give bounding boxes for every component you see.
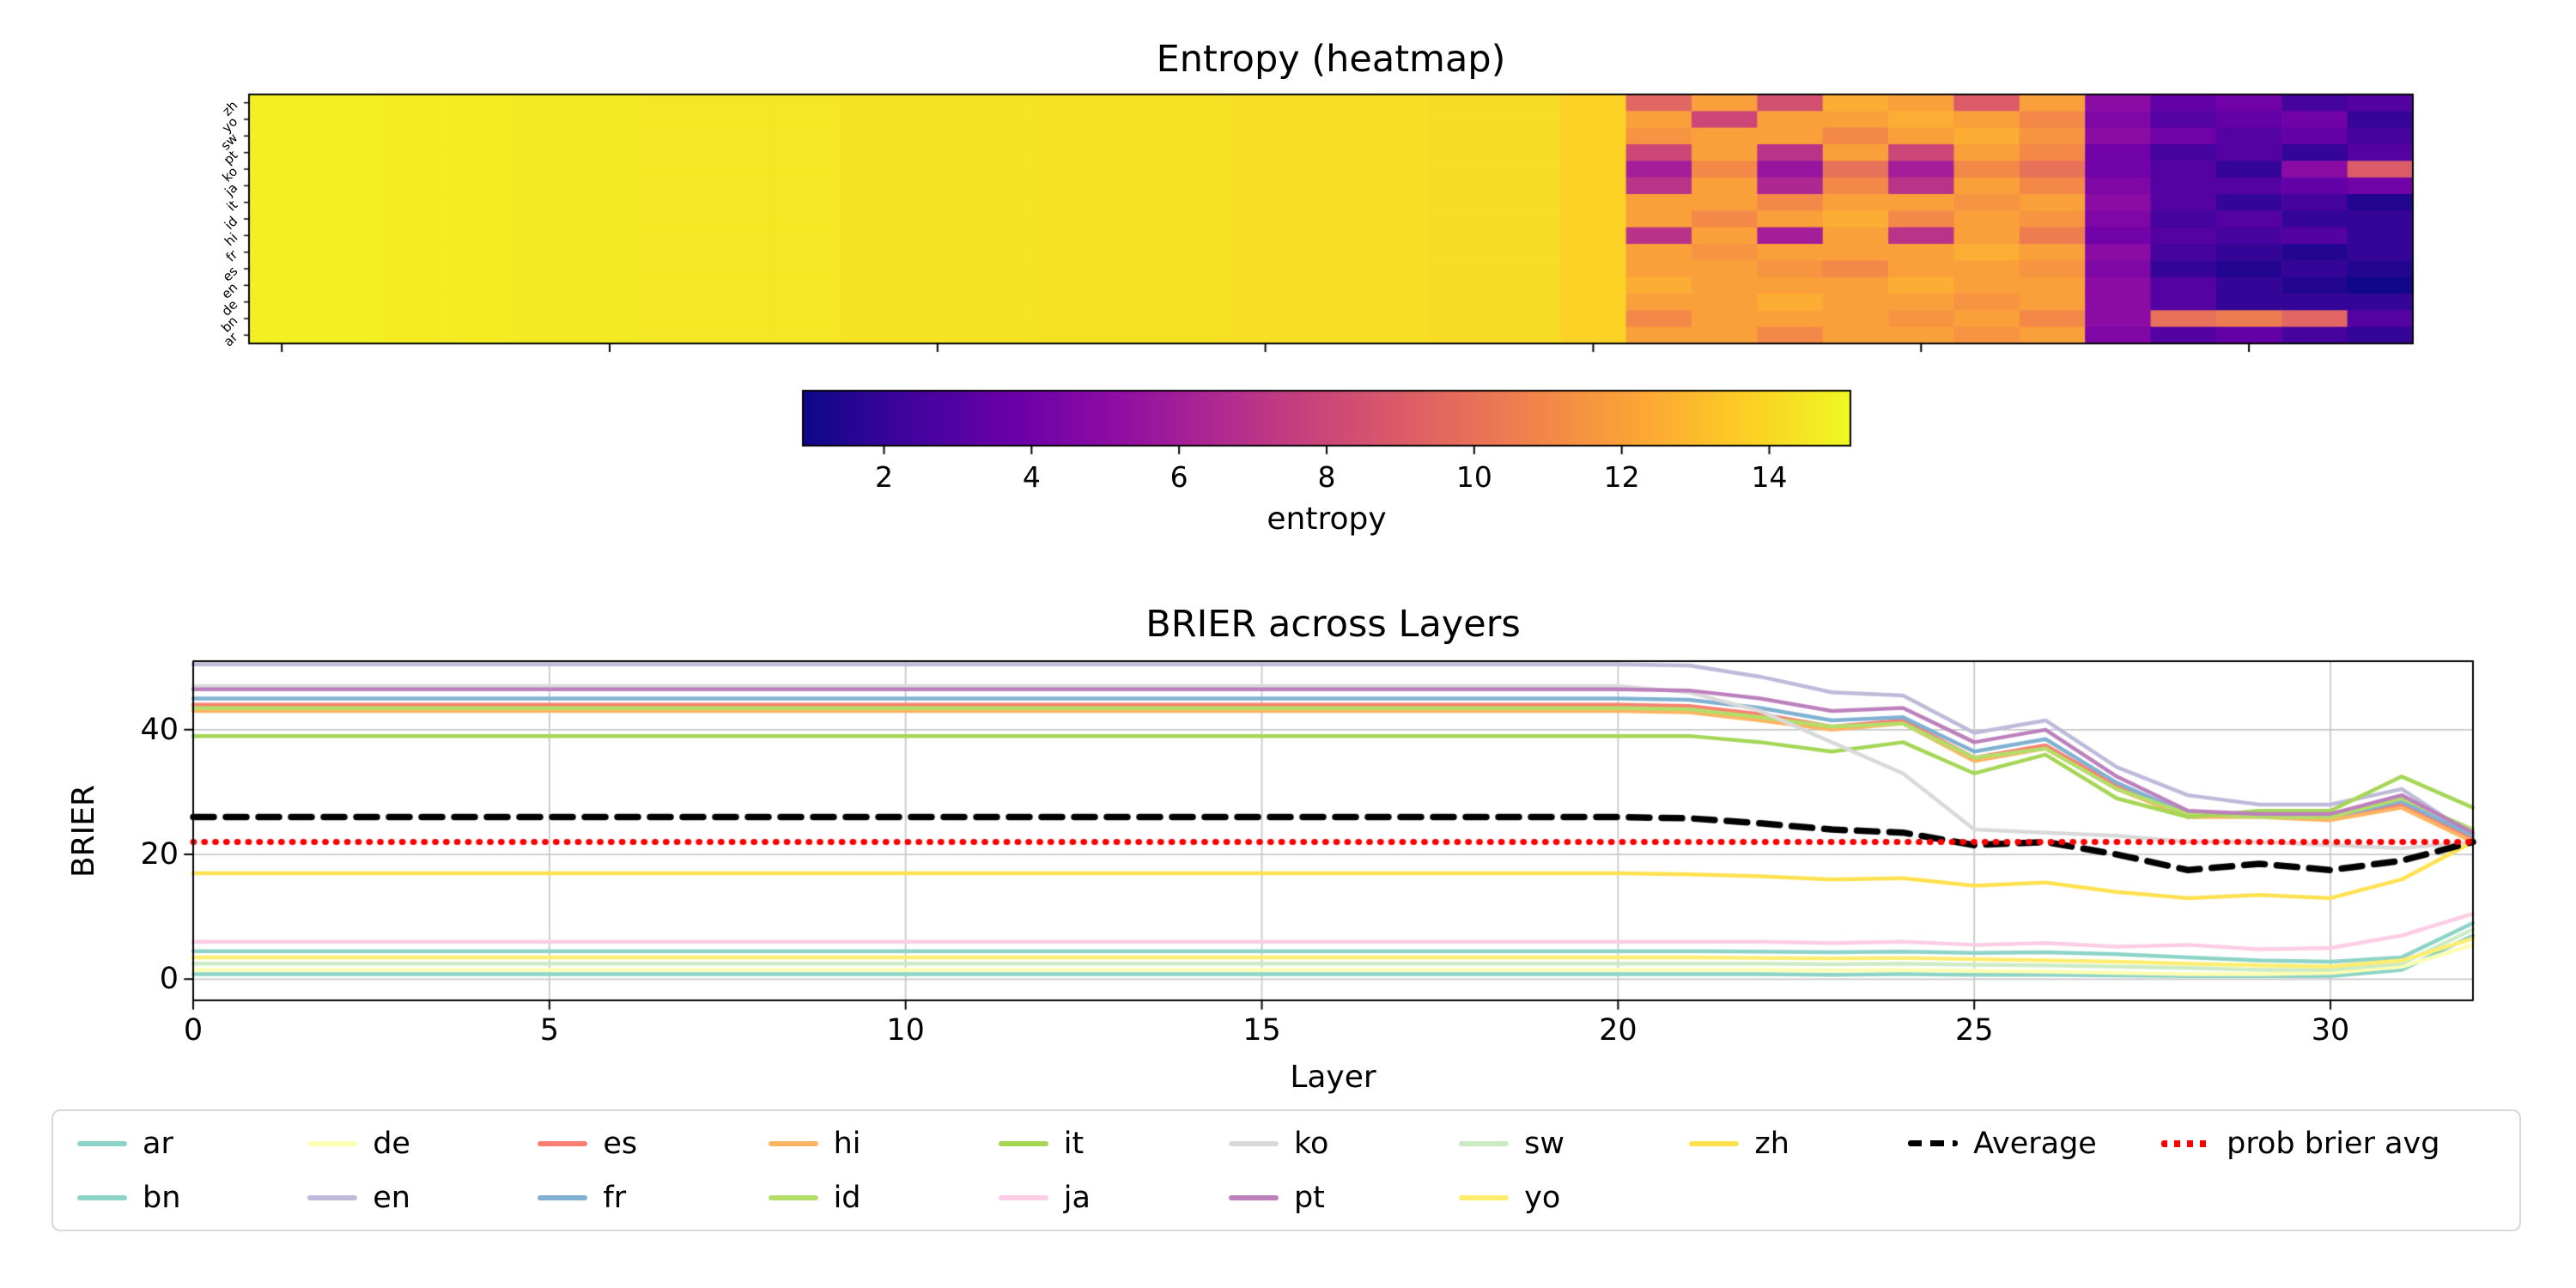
brier-x-tick-label: 30 [2311, 1013, 2350, 1048]
legend-item-en: en [307, 1181, 538, 1215]
legend-swatch-solid [1228, 1194, 1279, 1200]
legend-swatch-solid [998, 1140, 1048, 1146]
legend: ar bn de en es fr hi id it ja ko pt sw yo zh Average pro… [52, 1109, 2521, 1231]
legend-item-label: ko [1293, 1126, 1329, 1161]
legend-item-ko: ko [1228, 1126, 1459, 1161]
brier-chart-canvas [176, 644, 2490, 1035]
legend-swatch-solid [77, 1140, 127, 1146]
colorbar-tick-label: 10 [1455, 460, 1492, 494]
legend-item-pt: pt [1228, 1180, 1459, 1215]
colorbar-tick-label: 14 [1751, 460, 1788, 494]
legend-swatch-dashed [1908, 1140, 1959, 1146]
legend-item-fr: fr [538, 1181, 768, 1215]
legend-item-es: es [538, 1127, 768, 1161]
legend-item-label: en [373, 1180, 410, 1215]
legend-swatch-solid [1459, 1140, 1510, 1146]
brier-x-tick-label: 25 [1954, 1013, 1994, 1048]
legend-swatch-solid [1459, 1194, 1510, 1200]
legend-swatch-dotted [2161, 1139, 2212, 1147]
legend-item-label: it [1063, 1126, 1084, 1161]
brier-ylabel: BRIER [66, 784, 101, 878]
legend-item-it: it [998, 1126, 1229, 1161]
legend-item-hi: hi [768, 1126, 999, 1161]
legend-item-bn: bn [77, 1181, 307, 1215]
legend-item-label: de [373, 1126, 410, 1161]
colorbar-canvas [801, 389, 1852, 459]
brier-x-tick-label: 5 [539, 1013, 559, 1048]
legend-item-label: pt [1293, 1180, 1325, 1215]
entropy-heatmap-canvas [242, 93, 2416, 357]
brier-x-tick-label: 20 [1599, 1013, 1637, 1048]
colorbar-label: entropy [1267, 501, 1387, 537]
legend-swatch-solid [538, 1194, 588, 1200]
legend-item-sw: sw [1459, 1127, 1689, 1161]
legend-item-label: ar [143, 1126, 173, 1161]
legend-item-ar: ar [77, 1127, 307, 1161]
legend-item-zh: zh [1689, 1127, 1908, 1161]
legend-item-label: bn [143, 1180, 181, 1215]
legend-swatch-solid [1228, 1140, 1279, 1146]
colorbar-tick-label: 12 [1603, 460, 1640, 494]
legend-item-label: id [833, 1180, 861, 1215]
legend-item-label: ja [1063, 1180, 1091, 1215]
legend-item-label: yo [1524, 1180, 1561, 1215]
colorbar-tick-label: 8 [1317, 460, 1336, 494]
colorbar-tick-label: 4 [1022, 460, 1041, 494]
legend-item-label: fr [603, 1180, 627, 1215]
legend-item-de: de [307, 1127, 538, 1161]
legend-item-label: es [603, 1126, 638, 1161]
legend-swatch-solid [77, 1194, 127, 1200]
legend-item-yo: yo [1459, 1181, 1689, 1215]
legend-swatch-solid [307, 1194, 358, 1200]
brier-chart-title: BRIER across Layers [1145, 603, 1521, 646]
brier-xlabel: Layer [1290, 1060, 1376, 1095]
brier-y-tick-label: 40 [140, 712, 179, 747]
legend-swatch-solid [307, 1140, 358, 1146]
legend-swatch-solid [1689, 1140, 1740, 1146]
brier-y-tick-label: 0 [159, 962, 179, 997]
legend-item-id: id [768, 1180, 999, 1215]
legend-swatch-solid [998, 1194, 1048, 1200]
legend-item-label: hi [833, 1126, 861, 1161]
legend-item-label: sw [1524, 1126, 1565, 1161]
legend-item-label: prob brier avg [2227, 1126, 2440, 1161]
legend-swatch-solid [768, 1194, 818, 1200]
legend-item-ja: ja [998, 1180, 1229, 1215]
heatmap-title: Entropy (heatmap) [1156, 38, 1506, 81]
brier-x-tick-label: 10 [886, 1013, 925, 1048]
legend-item-label: Average [1973, 1126, 2097, 1161]
brier-x-tick-label: 15 [1242, 1013, 1281, 1048]
colorbar-tick-label: 2 [875, 460, 893, 494]
legend-item-label: zh [1754, 1126, 1789, 1161]
colorbar-tick-label: 6 [1170, 460, 1188, 494]
brier-y-tick-label: 20 [140, 837, 179, 872]
legend-swatch-solid [768, 1140, 818, 1146]
legend-item-Average: Average [1908, 1127, 2161, 1161]
brier-x-tick-label: 0 [183, 1013, 204, 1048]
legend-item-prob-brier-avg: prob brier avg [2161, 1127, 2495, 1161]
legend-swatch-solid [538, 1140, 588, 1146]
